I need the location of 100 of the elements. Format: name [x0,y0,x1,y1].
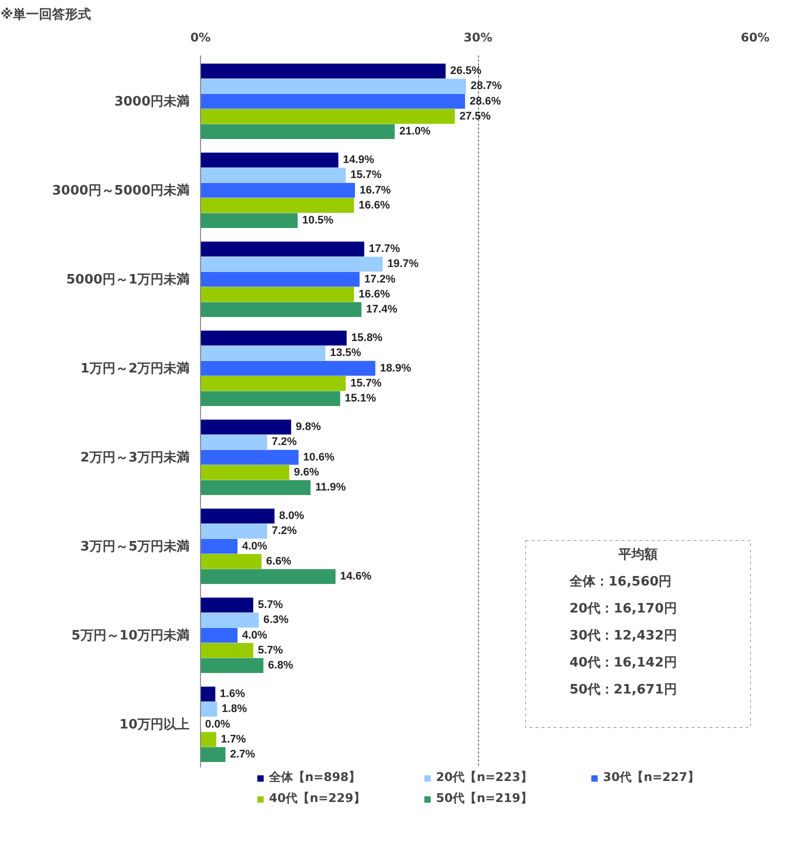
legend-label: 全体【n=898】 [269,769,362,786]
bar [200,391,340,406]
y-tick-label: 2万円～3万円未満 [80,450,190,466]
data-label: 17.7% [368,243,400,256]
data-label: 15.7% [350,169,382,182]
bar [200,64,446,78]
annotation: 50代：21,671円 [570,682,677,698]
bar [200,732,216,747]
bar [200,287,354,302]
y-tick-label: 5万円～10万円未満 [71,628,190,644]
data-label: 19.7% [387,258,419,270]
data-label: 16.6% [358,199,390,212]
bar [200,272,360,287]
annotation: 30代：12,432円 [570,628,677,644]
bar [200,628,238,643]
y-tick-label: 1万円～2万円未満 [80,361,190,376]
data-label: 18.9% [380,362,412,374]
bar [200,420,292,434]
data-label: 10.5% [302,214,334,227]
bar [200,554,262,569]
data-label: 15.8% [351,332,383,344]
bar [200,450,299,465]
legend-label: 20代【n=223】 [436,769,534,786]
data-label: 17.2% [364,273,396,286]
bar [200,538,238,554]
data-label: 6.3% [263,614,289,626]
bar [200,168,346,183]
bar [200,152,338,168]
data-label: 14.6% [340,570,372,583]
bar [200,256,383,272]
bar [200,109,455,124]
bar [200,569,336,584]
legend-title: 平均額 [618,546,658,562]
bar [200,302,362,318]
y-tick-label: 5000円～1万円未満 [66,272,190,288]
bar [200,376,346,391]
data-label: 1.8% [222,703,248,716]
data-label: 10.6% [303,451,335,464]
annotation: 全体：16,560円 [568,574,672,590]
data-label: 21.0% [399,126,431,138]
bar [200,198,354,213]
data-label: 1.7% [220,733,246,746]
bar [200,658,264,674]
data-label: 7.2% [272,436,298,448]
data-label: 28.6% [470,95,502,108]
bar [200,434,268,450]
bar [200,598,254,612]
data-label: 1.6% [220,688,246,700]
bar [200,213,298,228]
bar [200,686,216,702]
data-label: 28.7% [470,80,502,92]
data-label: 4.0% [242,540,268,552]
data-label: 16.6% [358,288,390,300]
data-label: 26.5% [450,65,482,78]
data-label: 8.0% [279,510,304,522]
data-label: 11.9% [315,482,346,494]
annotation: 40代：16,142円 [570,656,677,670]
data-label: 14.9% [342,154,374,166]
data-label: 6.6% [266,555,292,568]
bar [200,330,347,346]
y-tick-label: 3000円未満 [114,94,190,110]
bar [200,360,376,376]
bar [200,702,218,717]
bar [200,612,259,628]
x-tick-label: 30% [464,30,492,44]
bar [200,643,254,658]
data-label: 15.7% [350,377,382,390]
x-tick-label: 60% [740,30,770,44]
annotation: 20代：16,170円 [570,602,677,616]
legend-label: 50代【n=219】 [436,790,534,807]
data-label: 9.8% [296,421,322,434]
bar [200,346,326,361]
bar [200,465,290,480]
data-label: 7.2% [272,525,298,538]
bar [200,524,268,539]
data-label: 17.4% [366,304,398,316]
data-label: 16.7% [360,184,392,196]
bar [200,480,311,496]
bar [200,747,226,762]
data-label: 9.6% [294,466,320,478]
data-label: 0.0% [205,718,230,730]
y-tick-label: 10万円以上 [119,717,190,732]
bar [200,124,395,140]
bar [200,182,355,198]
data-label: 13.5% [330,347,362,360]
bar [200,94,466,109]
data-label: 5.7% [258,599,284,612]
y-tick-label: 3000円～5000円未満 [52,183,190,198]
legend-label: 40代【n=229】 [269,790,366,807]
data-label: 6.8% [268,660,294,672]
text: ※単一回答形式 [0,6,92,22]
y-tick-label: 3万円～5万円未満 [80,539,190,554]
data-label: 5.7% [258,644,284,656]
x-tick-label: 0% [190,30,211,44]
data-label: 4.0% [242,629,268,642]
bar [200,242,364,256]
legend-label: 30代【n=227】 [603,769,700,786]
data-label: 2.7% [230,748,256,761]
bar [200,508,274,524]
data-label: 27.5% [460,110,491,122]
